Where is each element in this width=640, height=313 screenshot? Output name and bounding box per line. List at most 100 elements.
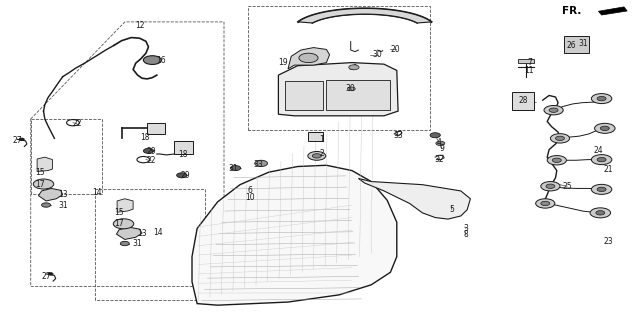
Circle shape <box>349 65 359 70</box>
Text: 2: 2 <box>319 149 324 158</box>
Text: 30: 30 <box>345 84 355 93</box>
Text: 33: 33 <box>253 160 264 168</box>
Polygon shape <box>358 178 470 219</box>
Circle shape <box>597 96 606 101</box>
Text: 14: 14 <box>153 228 163 237</box>
Text: 31: 31 <box>579 39 589 48</box>
Circle shape <box>544 105 563 115</box>
Text: 18: 18 <box>141 133 150 142</box>
Text: 3: 3 <box>463 224 468 233</box>
Circle shape <box>348 87 355 91</box>
Circle shape <box>541 182 560 191</box>
Circle shape <box>430 133 440 138</box>
Circle shape <box>33 179 54 189</box>
Text: 13: 13 <box>137 229 147 238</box>
Bar <box>285 81 323 110</box>
Circle shape <box>143 148 154 153</box>
Text: 27: 27 <box>12 136 22 145</box>
Polygon shape <box>116 227 142 239</box>
Text: 4: 4 <box>436 138 442 147</box>
Text: 22: 22 <box>72 119 81 128</box>
Circle shape <box>597 157 606 162</box>
Circle shape <box>547 156 566 165</box>
Polygon shape <box>278 63 398 116</box>
Circle shape <box>546 184 555 188</box>
Text: 27: 27 <box>41 272 51 280</box>
Text: 15: 15 <box>114 208 124 217</box>
Circle shape <box>255 160 268 167</box>
Polygon shape <box>288 48 330 69</box>
Text: 1: 1 <box>319 135 324 144</box>
Circle shape <box>299 53 318 63</box>
Circle shape <box>536 199 555 208</box>
Circle shape <box>595 123 615 133</box>
Circle shape <box>556 136 564 141</box>
Text: 19: 19 <box>278 58 288 67</box>
Text: 26: 26 <box>566 41 577 50</box>
Text: 31: 31 <box>132 239 142 248</box>
Bar <box>326 80 390 110</box>
Polygon shape <box>598 7 627 15</box>
Text: 32: 32 <box>434 155 444 164</box>
Circle shape <box>597 187 606 192</box>
Text: 20: 20 <box>390 45 401 54</box>
Text: 14: 14 <box>92 188 102 197</box>
Text: 11: 11 <box>525 66 534 75</box>
Polygon shape <box>37 157 52 172</box>
Bar <box>174 141 193 154</box>
Polygon shape <box>117 199 133 212</box>
Text: 10: 10 <box>244 193 255 202</box>
Text: 23: 23 <box>603 237 613 246</box>
Circle shape <box>308 151 326 160</box>
Text: 12: 12 <box>135 21 144 29</box>
Circle shape <box>541 201 550 206</box>
Circle shape <box>177 173 187 178</box>
Polygon shape <box>192 165 397 305</box>
Text: 25: 25 <box>562 182 572 191</box>
Circle shape <box>552 158 561 162</box>
Text: 6: 6 <box>247 187 252 195</box>
Text: 21: 21 <box>604 165 612 173</box>
Circle shape <box>596 211 605 215</box>
Text: 29: 29 <box>180 172 191 180</box>
Polygon shape <box>298 8 431 23</box>
Circle shape <box>230 166 241 171</box>
Circle shape <box>591 94 612 104</box>
Text: 31: 31 <box>58 201 68 209</box>
Text: 33: 33 <box>393 131 403 140</box>
Text: 29: 29 <box>147 147 157 156</box>
Text: 31: 31 <box>228 164 239 173</box>
Text: 24: 24 <box>593 146 604 155</box>
Text: FR.: FR. <box>562 6 581 16</box>
Bar <box>308 132 323 141</box>
Circle shape <box>312 154 321 158</box>
Circle shape <box>549 108 558 112</box>
Circle shape <box>591 155 612 165</box>
Text: 30: 30 <box>372 50 383 59</box>
Text: 7: 7 <box>527 58 532 67</box>
Text: 9: 9 <box>439 144 444 153</box>
Circle shape <box>143 56 161 64</box>
Circle shape <box>42 203 51 207</box>
Bar <box>512 92 534 110</box>
Circle shape <box>600 126 609 131</box>
Circle shape <box>590 208 611 218</box>
Circle shape <box>48 273 53 275</box>
Circle shape <box>550 134 570 143</box>
Text: 17: 17 <box>35 180 45 189</box>
Circle shape <box>120 241 129 246</box>
Circle shape <box>436 141 445 146</box>
Text: 18: 18 <box>179 151 188 159</box>
Circle shape <box>113 219 134 229</box>
Text: 15: 15 <box>35 168 45 177</box>
Text: 8: 8 <box>463 230 468 239</box>
Text: 22: 22 <box>147 156 156 165</box>
Polygon shape <box>38 188 63 201</box>
Text: 16: 16 <box>156 56 166 64</box>
Circle shape <box>591 184 612 194</box>
Bar <box>518 59 534 63</box>
Text: 28: 28 <box>519 96 528 105</box>
Circle shape <box>19 138 24 141</box>
Text: 5: 5 <box>449 205 454 214</box>
Text: 17: 17 <box>114 219 124 228</box>
